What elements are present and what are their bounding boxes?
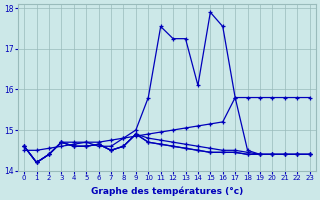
X-axis label: Graphe des températures (°c): Graphe des températures (°c) <box>91 186 243 196</box>
